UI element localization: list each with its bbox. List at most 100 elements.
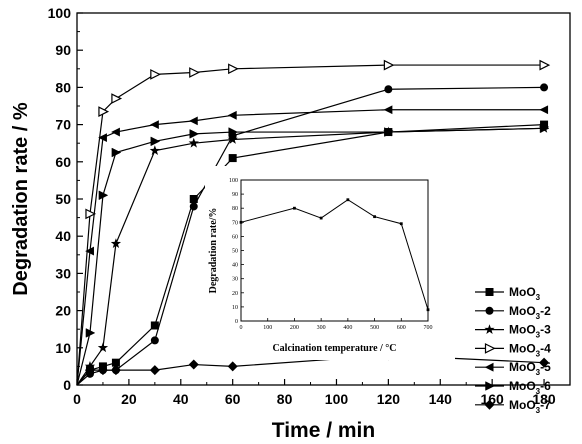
data-point	[188, 116, 198, 126]
inset-y-tick-label: 10	[232, 305, 238, 311]
inset-background	[205, 166, 455, 360]
legend-marker	[485, 381, 495, 391]
series-moo3-6	[76, 123, 550, 386]
data-point	[383, 105, 393, 115]
y-tick-label: 40	[55, 228, 71, 244]
inset-x-axis-title: Calcination temperature / °C	[272, 343, 396, 354]
legend-label: MoO3-7	[509, 398, 551, 415]
legend-entry-moo3-2: MoO3-2	[475, 304, 551, 321]
data-point	[150, 136, 161, 147]
legend-marker	[484, 399, 495, 410]
legend-marker	[484, 362, 494, 372]
inset-data-point	[373, 215, 376, 219]
data-point	[150, 69, 161, 80]
data-point	[84, 365, 95, 376]
y-tick-label: 20	[55, 303, 71, 319]
inset-y-tick-label: 80	[232, 206, 238, 212]
data-point	[227, 361, 238, 372]
data-point	[110, 238, 122, 249]
inset-x-tick-label: 600	[397, 325, 406, 331]
data-point	[188, 359, 199, 370]
data-point	[228, 154, 237, 163]
data-point	[188, 137, 199, 148]
y-tick-label: 100	[48, 5, 72, 21]
legend-label: MoO3-6	[509, 379, 551, 396]
legend-entry-moo3-7: MoO3-7	[475, 398, 551, 415]
legend-entry-moo3-5: MoO3-5	[475, 360, 551, 377]
inset-y-tick-label: 30	[232, 277, 238, 283]
inset-plot: 0 100 200 300 400 500 600 700 0 10 20 30 40 50 60 70 80 9…	[205, 166, 455, 360]
x-tick-label: 40	[173, 391, 189, 407]
series-moo3-5	[76, 105, 549, 386]
inset-y-tick-label: 100	[229, 178, 238, 184]
y-tick-label: 70	[55, 117, 71, 133]
data-point	[228, 127, 239, 137]
data-point	[189, 195, 198, 203]
x-tick-label: 60	[225, 391, 241, 407]
inset-y-tick-label: 70	[232, 220, 238, 226]
data-point	[111, 127, 120, 137]
data-point	[98, 106, 110, 117]
data-point	[539, 357, 550, 368]
data-point	[539, 59, 551, 71]
data-point	[85, 246, 94, 256]
y-tick-label: 0	[63, 377, 71, 393]
data-point	[540, 83, 549, 92]
data-point	[150, 120, 159, 129]
legend-label: MoO3-4	[509, 341, 551, 358]
inset-x-tick-label: 700	[424, 325, 433, 331]
main-plot: 0 20 40 60 80 100 120 140 160 1800102030405060708…	[10, 5, 571, 442]
data-point	[111, 358, 120, 367]
x-tick-label: 120	[377, 391, 401, 407]
data-point	[98, 190, 109, 201]
legend-entry-moo3: MoO3	[475, 285, 541, 302]
data-point	[98, 133, 107, 143]
data-point	[189, 67, 200, 78]
data-point	[539, 105, 549, 115]
data-point	[150, 321, 159, 330]
data-point	[227, 134, 238, 144]
inset-series-0	[239, 198, 430, 312]
inset-y-tick-label: 40	[232, 263, 238, 269]
inset-x-tick-label: 0	[240, 325, 243, 331]
inset-data-point	[346, 198, 350, 202]
data-point	[383, 59, 395, 71]
legend-label: MoO3-3	[509, 323, 551, 340]
y-tick-label: 80	[55, 79, 71, 95]
legend-marker	[484, 343, 496, 354]
data-point	[111, 93, 123, 104]
inset-data-point	[293, 206, 296, 210]
inset-y-axis-title: Degradation rate/%	[208, 208, 219, 294]
data-point	[227, 110, 237, 120]
y-axis-title: Degradation rate / %	[10, 102, 32, 296]
legend-marker	[485, 306, 494, 315]
x-tick-label: 140	[429, 391, 453, 407]
data-point	[85, 208, 97, 220]
data-point	[384, 85, 393, 94]
inset-y-tick-label: 90	[232, 192, 238, 198]
data-point	[384, 127, 394, 137]
x-tick-label: 180	[532, 391, 556, 407]
inset-y-tick-label: 0	[235, 319, 238, 325]
x-tick-label: 0	[73, 391, 81, 407]
data-point	[111, 147, 122, 158]
data-point	[85, 328, 96, 338]
data-point	[189, 202, 198, 211]
legend-label: MoO3	[509, 285, 541, 302]
x-axis-title: Time / min	[272, 419, 375, 442]
inset-data-point	[399, 222, 403, 226]
legend-label: MoO3-2	[509, 304, 551, 321]
inset-data-point	[319, 216, 323, 220]
inset-x-tick-label: 300	[317, 325, 326, 331]
inset-y-tick-label: 50	[232, 249, 238, 255]
y-tick-label: 30	[55, 265, 71, 281]
x-tick-label: 20	[121, 391, 137, 407]
inset-x-tick-label: 200	[290, 325, 299, 331]
x-tick-label: 100	[325, 391, 349, 407]
legend-entry-moo3-3: MoO3-3	[475, 323, 551, 340]
data-point	[539, 123, 550, 134]
data-point	[97, 365, 108, 376]
inset-y-tick-label: 60	[232, 234, 238, 240]
x-tick-label: 80	[277, 391, 293, 407]
